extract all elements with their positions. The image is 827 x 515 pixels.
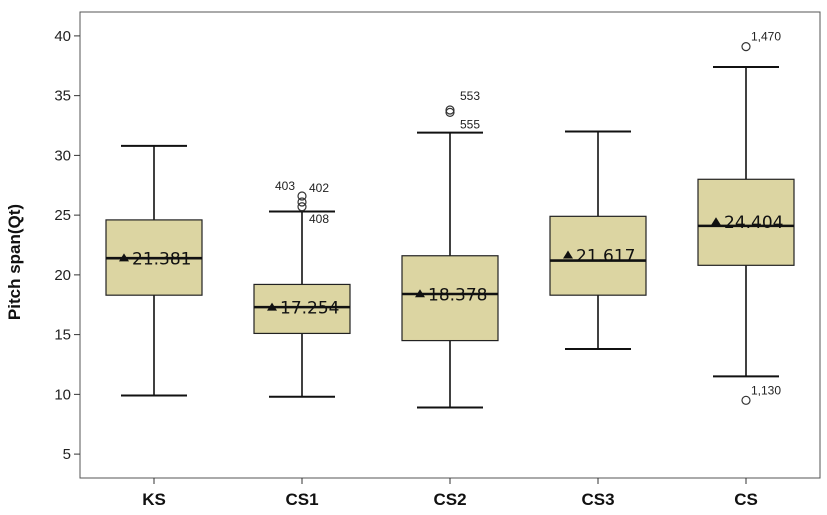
outlier-point	[741, 395, 751, 405]
box-group-ks: 21.381	[105, 144, 203, 397]
outlier-label: 1,130	[751, 383, 781, 397]
x-category-label: CS2	[433, 490, 466, 509]
x-category-label: CS3	[581, 490, 614, 509]
outlier-point	[297, 197, 307, 207]
outlier-point	[297, 191, 307, 201]
y-tick-label: 40	[54, 28, 71, 45]
outlier-point	[741, 42, 751, 52]
outlier-label: 408	[309, 212, 329, 226]
y-tick-label: 10	[54, 386, 71, 403]
y-tick-label: 15	[54, 327, 71, 344]
mean-marker	[267, 302, 277, 311]
mean-label: 18.378	[428, 285, 487, 305]
box-group-cs: 24.404 1,470 1,130	[697, 30, 795, 405]
y-tick-label: 35	[54, 88, 71, 105]
y-tick-label: 25	[54, 207, 71, 224]
box-group-cs2: 18.378 553 555	[401, 89, 499, 409]
x-category-label: KS	[142, 490, 166, 509]
outlier-label: 402	[309, 181, 329, 195]
box-group-cs1: 17.254 403 402 408	[253, 179, 351, 398]
mean-marker	[563, 250, 573, 259]
outlier-label: 553	[460, 89, 480, 103]
mean-marker	[711, 217, 721, 226]
y-tick-label: 20	[54, 267, 71, 284]
mean-marker	[119, 253, 129, 262]
mean-label: 21.617	[576, 247, 635, 267]
mean-marker	[415, 289, 425, 298]
iqr-box	[401, 255, 499, 342]
y-tick-label: 30	[54, 147, 71, 164]
x-category-label: CS1	[285, 490, 318, 509]
outlier-label: 403	[275, 179, 295, 193]
y-tick-label: 5	[63, 446, 71, 463]
outlier-point	[445, 105, 455, 115]
mean-label: 21.381	[132, 249, 191, 269]
y-axis-label: Pitch span(Qt)	[5, 204, 24, 320]
x-category-label: CS	[734, 490, 758, 509]
mean-label: 17.254	[280, 299, 339, 319]
outlier-label: 555	[460, 117, 480, 131]
outlier-point	[297, 202, 307, 212]
outlier-label: 1,470	[751, 30, 781, 44]
box-group-cs3: 21.617	[549, 130, 647, 350]
outlier-point	[445, 107, 455, 117]
mean-label: 24.404	[724, 213, 783, 233]
